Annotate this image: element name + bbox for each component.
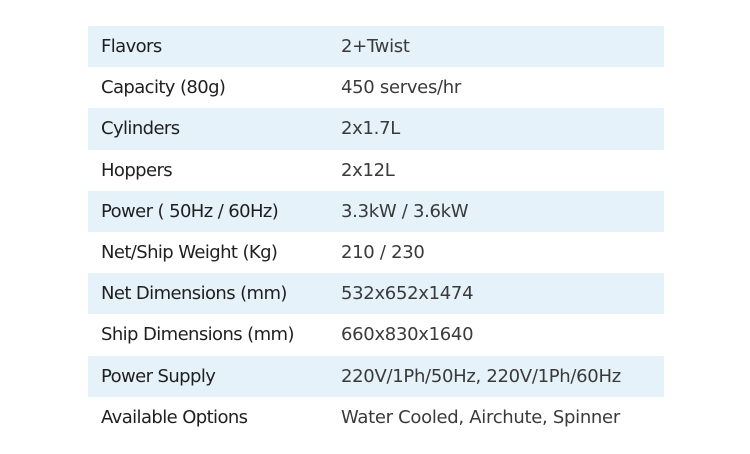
row-label: Ship Dimensions (mm): [101, 324, 294, 346]
row-value: 3.3kW / 3.6kW: [341, 200, 469, 222]
row-value: 2x12L: [341, 159, 395, 181]
table-row: Cylinders 2x1.7L: [88, 108, 664, 150]
row-label: Net/Ship Weight (Kg): [101, 242, 278, 264]
table-row: Capacity (80g) 450 serves/hr: [88, 67, 664, 108]
row-label: Capacity (80g): [101, 77, 226, 99]
table-row: Hoppers 2x12L: [88, 150, 664, 191]
row-label: Flavors: [101, 36, 162, 58]
row-label: Net Dimensions (mm): [101, 283, 287, 305]
table-row: Power Supply 220V/1Ph/50Hz, 220V/1Ph/60H…: [88, 355, 664, 397]
row-value: 2x1.7L: [341, 118, 400, 140]
row-value: 450 serves/hr: [341, 77, 462, 99]
row-value: 532x652x1474: [341, 283, 474, 305]
spec-table: Flavors 2+Twist Capacity (80g) 450 serve…: [88, 26, 664, 438]
table-row: Flavors 2+Twist: [88, 26, 664, 68]
row-label: Cylinders: [101, 118, 180, 140]
row-label: Power Supply: [101, 365, 216, 387]
table-row: Net Dimensions (mm) 532x652x1474: [88, 273, 664, 315]
row-label: Power ( 50Hz / 60Hz): [101, 200, 279, 222]
row-value: 660x830x1640: [341, 324, 474, 346]
table-row: Ship Dimensions (mm) 660x830x1640: [88, 314, 664, 355]
row-label: Available Options: [101, 406, 248, 428]
row-value: 210 / 230: [341, 242, 425, 264]
row-label: Hoppers: [101, 159, 173, 181]
row-value: Water Cooled, Airchute, Spinner: [341, 406, 620, 428]
row-value: 2+Twist: [341, 36, 410, 58]
table-row: Power ( 50Hz / 60Hz) 3.3kW / 3.6kW: [88, 190, 664, 232]
table-row: Net/Ship Weight (Kg) 210 / 230: [88, 232, 664, 273]
row-value: 220V/1Ph/50Hz, 220V/1Ph/60Hz: [341, 365, 621, 387]
table-row: Available Options Water Cooled, Airchute…: [88, 397, 664, 438]
